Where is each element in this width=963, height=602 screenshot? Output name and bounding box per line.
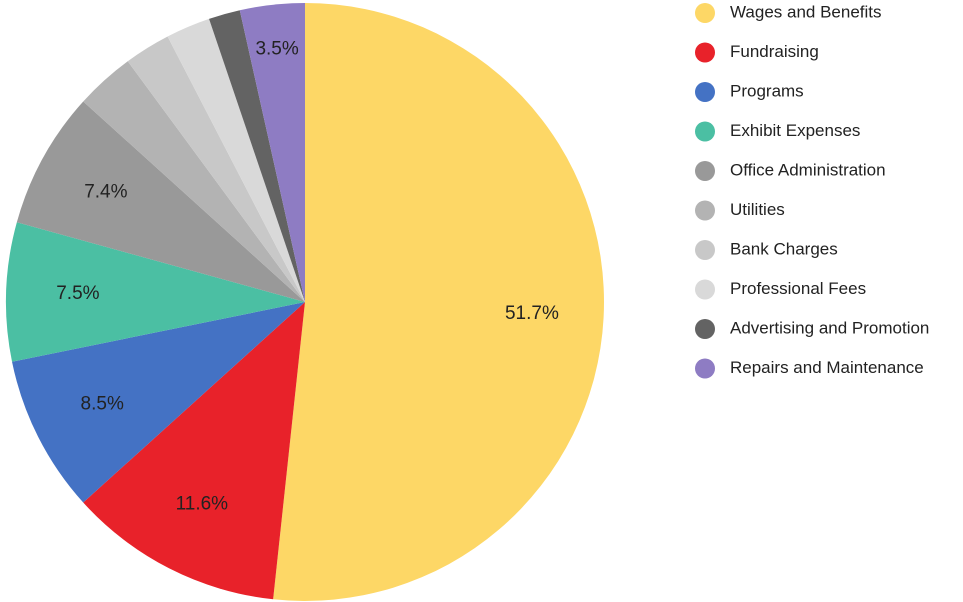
pie-slice <box>16 101 306 302</box>
legend-marker <box>695 121 715 142</box>
pie-slice <box>6 222 306 362</box>
pie-slice <box>12 302 305 503</box>
pie-slice <box>209 10 305 302</box>
legend-label: Office Administration <box>730 160 886 179</box>
legend-marker <box>695 42 715 63</box>
data-label: 3.5% <box>255 38 298 59</box>
pie-slice <box>167 18 305 303</box>
legend-label: Professional Fees <box>730 279 866 298</box>
data-label: 7.4% <box>84 182 127 203</box>
pie-slice <box>127 36 305 302</box>
legend-label: Repairs and Maintenance <box>730 358 924 377</box>
legend-marker <box>695 161 715 181</box>
data-label: 51.7% <box>505 303 559 324</box>
pie-slice <box>273 3 605 601</box>
legend-label: Exhibit Expenses <box>730 121 860 140</box>
legend-label: Bank Charges <box>730 239 838 258</box>
legend-marker <box>695 82 715 102</box>
legend-label: Programs <box>730 81 804 100</box>
legend-label: Wages and Benefits <box>730 2 882 21</box>
pie-slice <box>83 302 305 600</box>
pie-slice <box>83 61 305 302</box>
legend-marker <box>695 319 715 339</box>
data-label: 11.6% <box>176 493 229 514</box>
legend-marker <box>695 200 715 221</box>
legend-marker <box>695 240 715 260</box>
legend-label: Fundraising <box>730 42 819 61</box>
legend-label: Advertising and Promotion <box>730 318 929 337</box>
legend-marker <box>695 358 715 379</box>
legend-label: Utilities <box>730 200 785 219</box>
legend-marker <box>695 279 715 300</box>
data-label: 8.5% <box>81 394 124 415</box>
legend-marker <box>695 3 715 23</box>
pie-slice <box>239 3 305 302</box>
data-label: 7.5% <box>56 283 99 304</box>
